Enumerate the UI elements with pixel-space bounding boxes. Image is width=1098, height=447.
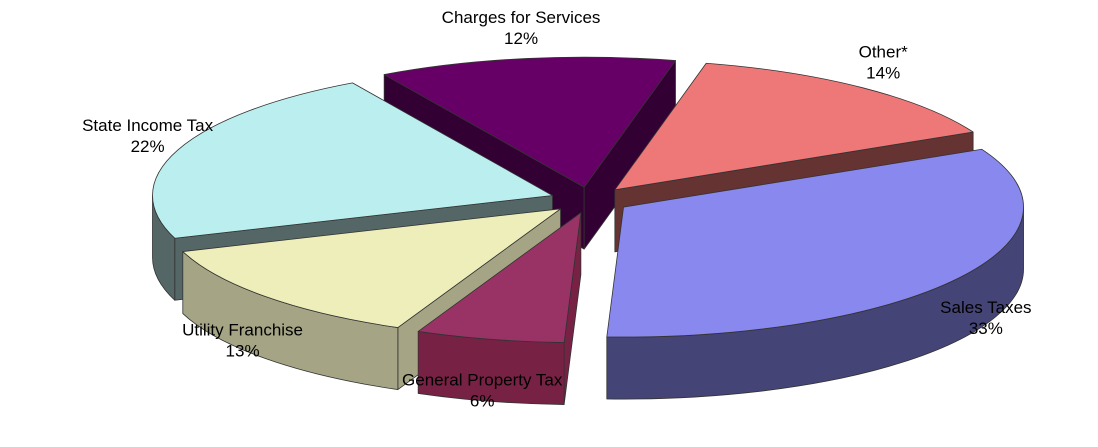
slice-top (606, 148, 1024, 338)
slice-value-label: 12% (504, 29, 538, 48)
slice-value-label: 13% (226, 341, 260, 360)
slice-label: Sales Taxes (940, 298, 1031, 317)
slice-label: State Income Tax (82, 116, 214, 135)
slice-top (182, 208, 561, 328)
pie-slice (417, 212, 582, 405)
slice-label: Other* (859, 43, 909, 62)
slice-top (614, 62, 974, 191)
slice-value-label: 33% (969, 319, 1003, 338)
slice-value-label: 22% (131, 137, 165, 156)
slice-label: Utility Franchise (182, 320, 303, 339)
pie-slice (606, 148, 1024, 400)
slice-top (383, 56, 676, 188)
slice-label: General Property Tax (402, 371, 563, 390)
slice-top (152, 82, 553, 239)
slice-value-label: 6% (470, 392, 495, 411)
slice-top (417, 212, 582, 343)
slice-label: Charges for Services (442, 8, 601, 27)
slice-value-label: 14% (866, 64, 900, 83)
